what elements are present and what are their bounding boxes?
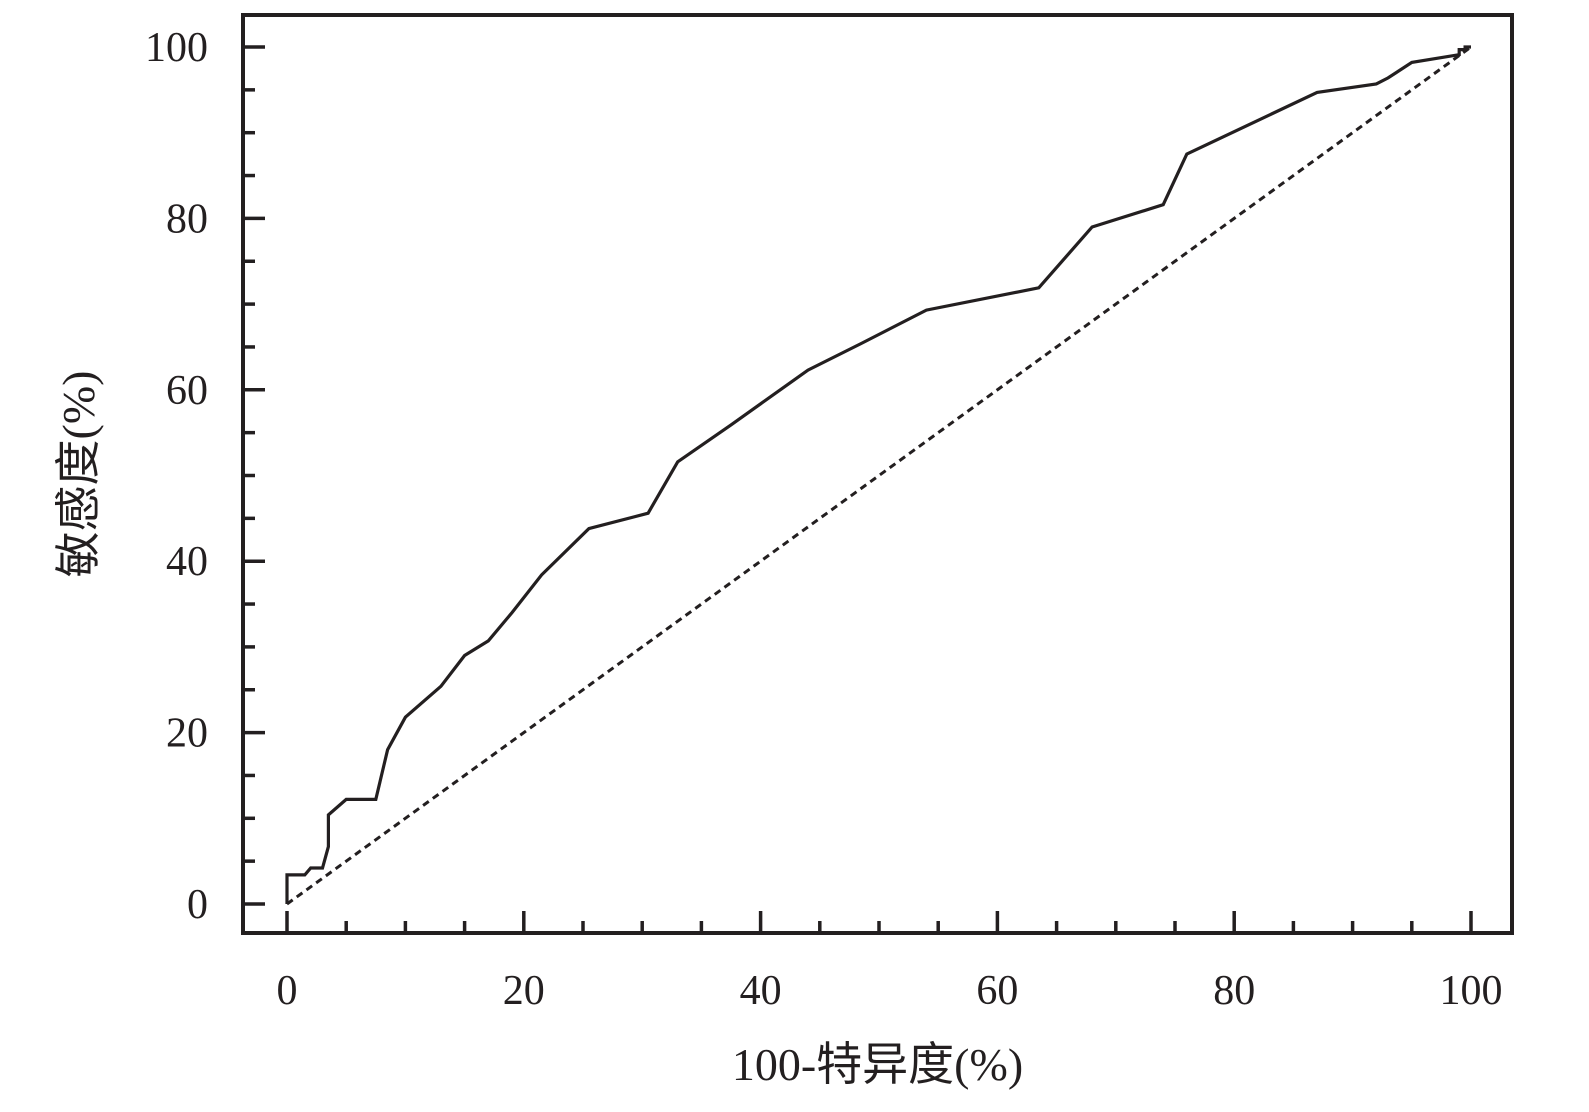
plot-frame: [241, 13, 1514, 935]
y-tick-label: 80: [166, 196, 208, 242]
x-tick-label: 20: [503, 968, 545, 1014]
tick-labels: 0 20 40 60 80 100 0 20 40 60 80 100: [145, 25, 1503, 1014]
axis-ticks: [243, 45, 1473, 933]
y-axis-title: 敏感度(%): [53, 371, 104, 578]
x-tick-label: 40: [740, 968, 782, 1014]
y-tick-label: 40: [166, 539, 208, 585]
x-tick-label: 80: [1213, 968, 1255, 1014]
reference-diagonal-line: [286, 45, 1472, 906]
series-layer: [285, 45, 1472, 906]
x-tick-label: 0: [277, 968, 298, 1014]
roc-curve: [285, 45, 1471, 904]
y-tick-label: 0: [187, 882, 208, 928]
y-tick-label: 100: [145, 25, 208, 71]
x-tick-label: 60: [976, 968, 1018, 1014]
y-tick-label: 60: [166, 368, 208, 414]
x-axis-title: 100-特异度(%): [732, 1039, 1023, 1090]
y-tick-label: 20: [166, 711, 208, 757]
x-tick-label: 100: [1440, 968, 1503, 1014]
